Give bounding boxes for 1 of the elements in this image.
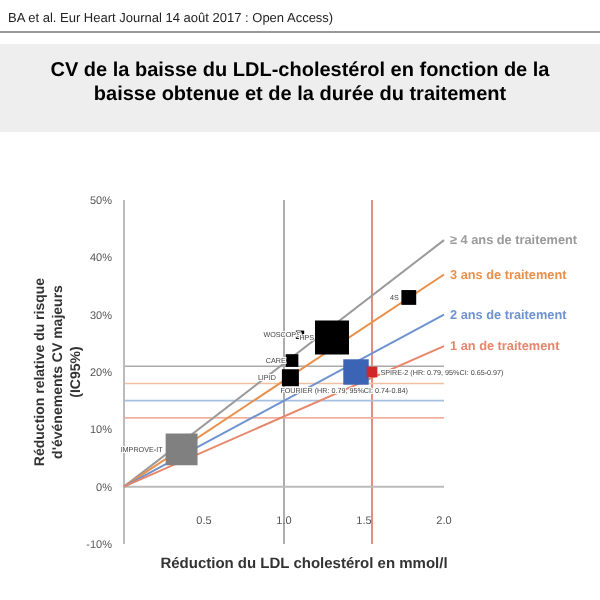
- chart-title: CV de la baisse du LDL-cholestérol en fonction de la baisse obtenue et de la durée du traitement: [50, 60, 551, 106]
